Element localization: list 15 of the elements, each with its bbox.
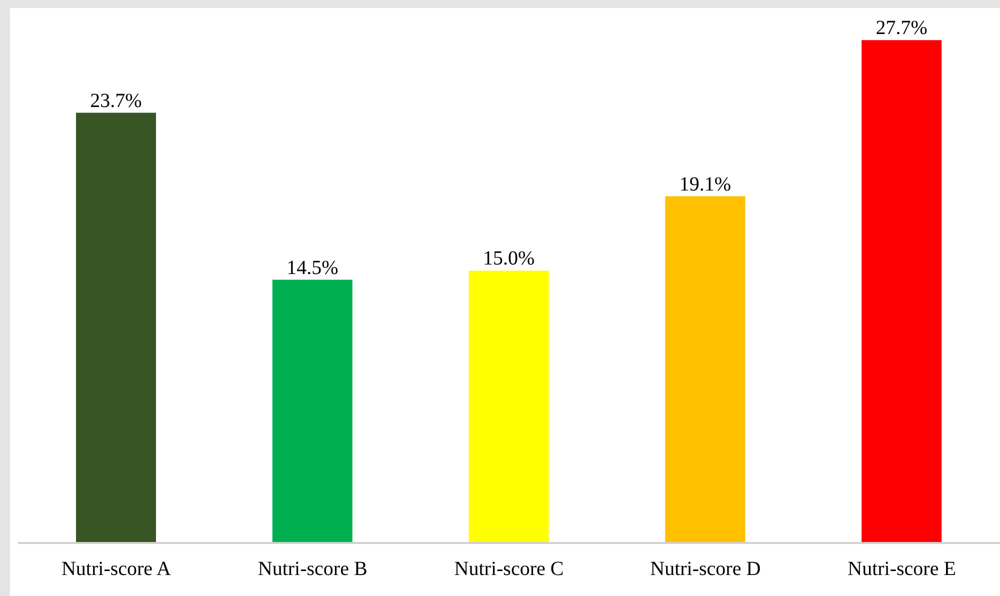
data-label: 14.5% [286, 256, 338, 279]
bar [76, 112, 156, 543]
data-label: 15.0% [482, 248, 535, 270]
x-tick-label: Nutri-score C [454, 558, 564, 580]
x-tick-label: Nutri-score E [848, 558, 956, 580]
data-label: 27.7% [876, 17, 928, 40]
x-tick-label: Nutri-score D [650, 558, 761, 580]
data-label: 23.7% [90, 90, 142, 112]
data-label: 19.1% [679, 173, 732, 196]
bar [665, 196, 746, 543]
bar [468, 270, 549, 543]
bar [272, 280, 352, 543]
bar [862, 40, 942, 543]
x-tick-label: Nutri-score B [258, 558, 368, 580]
x-tick-label: Nutri-score A [61, 558, 172, 580]
